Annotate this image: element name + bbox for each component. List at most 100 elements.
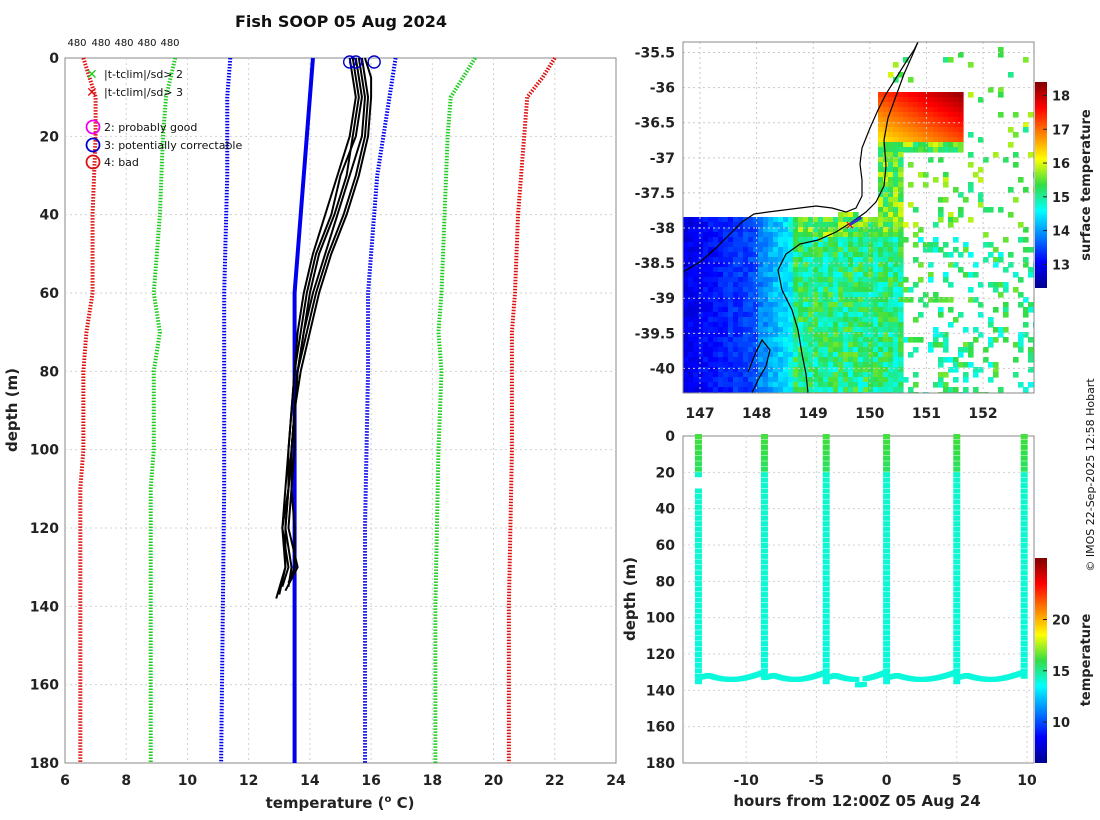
sst-cell: [893, 102, 899, 108]
sst-cell: [798, 247, 804, 253]
sst-cell: [1018, 277, 1024, 283]
sst-cell: [788, 352, 794, 358]
sst-cell: [1023, 387, 1029, 393]
sst-cell: [998, 112, 1004, 118]
sst-cell: [838, 322, 844, 328]
sst-cell: [888, 172, 894, 178]
sst-cell: [838, 272, 844, 278]
sst-cell: [823, 337, 829, 343]
sst-cell: [983, 157, 989, 163]
sst-cell: [768, 242, 774, 248]
legend: ✕ |t-tclim|/sd> 2 ✕ |t-tclim|/sd> 3 2: p…: [85, 67, 242, 170]
sst-cell: [753, 262, 759, 268]
sst-cell: [698, 357, 704, 363]
sst-cell: [798, 252, 804, 258]
sst-cell: [748, 317, 754, 323]
sst-cell: [793, 267, 799, 273]
sst-cell: [893, 317, 899, 323]
sst-cell: [758, 347, 764, 353]
sst-cell: [953, 387, 959, 393]
sst-cell: [903, 337, 909, 343]
timeseries-cast-point: [1020, 439, 1028, 445]
map-y-tick-label: -37.5: [635, 186, 675, 202]
sst-cell: [783, 327, 789, 333]
sst-cell: [838, 362, 844, 368]
timeseries-cast-point: [760, 586, 768, 592]
sst-cell: [878, 107, 884, 113]
sst-cell: [938, 207, 944, 213]
sst-cell: [833, 372, 839, 378]
sst-cell: [758, 362, 764, 368]
sst-cell: [733, 277, 739, 283]
sst-cell: [798, 362, 804, 368]
sst-cell: [763, 372, 769, 378]
sst-cell: [973, 262, 979, 268]
sst-cell: [838, 242, 844, 248]
sst-cell: [948, 367, 954, 373]
sst-cell: [958, 147, 964, 153]
sst-cell: [723, 312, 729, 318]
sst-cell: [723, 272, 729, 278]
sst-cell: [853, 312, 859, 318]
profile-x-tick-label: 22: [545, 773, 564, 789]
timeseries-cast-point: [883, 510, 891, 516]
sst-cell: [873, 257, 879, 263]
sst-cell: [808, 307, 814, 313]
sst-cell: [788, 372, 794, 378]
sst-cell: [893, 262, 899, 268]
sst-cell: [853, 252, 859, 258]
sst-cell: [793, 307, 799, 313]
sst-cell: [758, 227, 764, 233]
sst-cell: [888, 212, 894, 218]
sst-cell: [823, 342, 829, 348]
sst-cell: [923, 172, 929, 178]
sst-cell: [953, 107, 959, 113]
sst-cell: [803, 322, 809, 328]
sst-cell: [963, 372, 969, 378]
sst-cell: [753, 282, 759, 288]
sst-cell: [798, 297, 804, 303]
profile-y-tick-label: 100: [30, 443, 59, 459]
sst-cell: [883, 227, 889, 233]
sst-cell: [888, 347, 894, 353]
sst-cell: [863, 287, 869, 293]
timeseries-cast-point: [1020, 450, 1028, 456]
timeseries-cast-point: [883, 532, 891, 538]
sst-cell: [808, 282, 814, 288]
sst-cell: [758, 327, 764, 333]
climatology--2sd-b-line: [219, 57, 233, 764]
sst-cell: [713, 282, 719, 288]
sst-cell: [793, 302, 799, 308]
sst-cell: [878, 377, 884, 383]
sst-cell: [788, 322, 794, 328]
sst-cell: [853, 272, 859, 278]
sst-cell: [928, 132, 934, 138]
sst-cell: [718, 372, 724, 378]
sst-cell: [823, 272, 829, 278]
map-x-tick-label: 150: [855, 406, 884, 422]
sst-cell: [783, 347, 789, 353]
sst-cell: [698, 232, 704, 238]
sst-cell: [833, 337, 839, 343]
sst-cell: [843, 337, 849, 343]
sst-cell: [793, 357, 799, 363]
sst-cell: [708, 292, 714, 298]
sst-cell: [1003, 267, 1009, 273]
sst-cell: [943, 117, 949, 123]
sst-cell: [913, 137, 919, 143]
sst-cell: [863, 372, 869, 378]
sst-cell: [863, 247, 869, 253]
timeseries-cast-point: [822, 537, 830, 543]
sst-cell: [798, 322, 804, 328]
sst-cell: [728, 267, 734, 273]
sst-cell: [768, 247, 774, 253]
sst-cell: [793, 327, 799, 333]
sst-cell: [943, 112, 949, 118]
sst-cell: [783, 387, 789, 393]
sst-cell: [728, 237, 734, 243]
sst-cell: [733, 297, 739, 303]
sst-cell: [898, 117, 904, 123]
sst-cell: [693, 372, 699, 378]
sst-cell: [898, 237, 904, 243]
sst-cell: [943, 182, 949, 188]
